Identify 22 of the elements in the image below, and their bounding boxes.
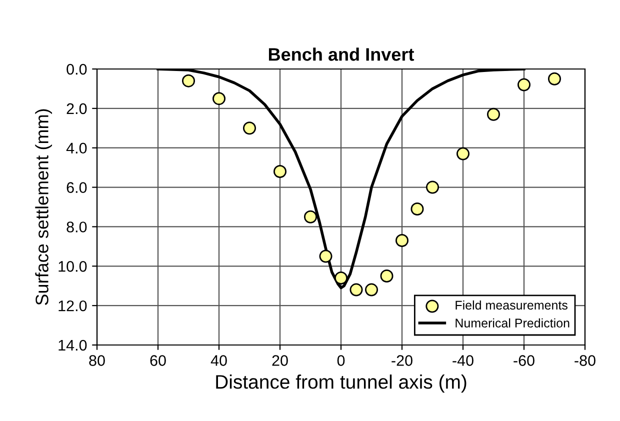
x-tick-label: -80 (574, 355, 596, 366)
x-tick-label: 60 (150, 355, 166, 366)
y-tick-label: 0.0 (66, 64, 87, 75)
legend-label: Field measurements (456, 300, 568, 310)
y-tick-label: 8.0 (66, 222, 87, 232)
y-tick-label: 4.0 (66, 142, 87, 154)
x-tick-label: 20 (272, 355, 288, 366)
legend-label: Numerical Prediction (456, 318, 570, 328)
x-axis-title: Distance from tunnel axis (m) (216, 374, 466, 393)
x-tick-label: 0 (337, 355, 345, 366)
y-tick-label: 2.0 (66, 103, 87, 114)
y-tick-label: 14.0 (58, 340, 87, 351)
y-tick-label: 10.0 (58, 261, 87, 272)
x-tick-label: -60 (514, 355, 534, 366)
x-tick-label: -40 (452, 355, 474, 366)
y-tick-label: 12.0 (58, 300, 87, 312)
y-axis-title: Surface settlement (mm) (35, 109, 52, 305)
chart-title: Bench and Invert (268, 48, 414, 61)
y-tick-label: 6.0 (66, 182, 87, 193)
x-tick-label: 80 (89, 355, 105, 366)
x-tick-label: -20 (392, 355, 412, 366)
x-tick-label: 40 (210, 355, 227, 366)
